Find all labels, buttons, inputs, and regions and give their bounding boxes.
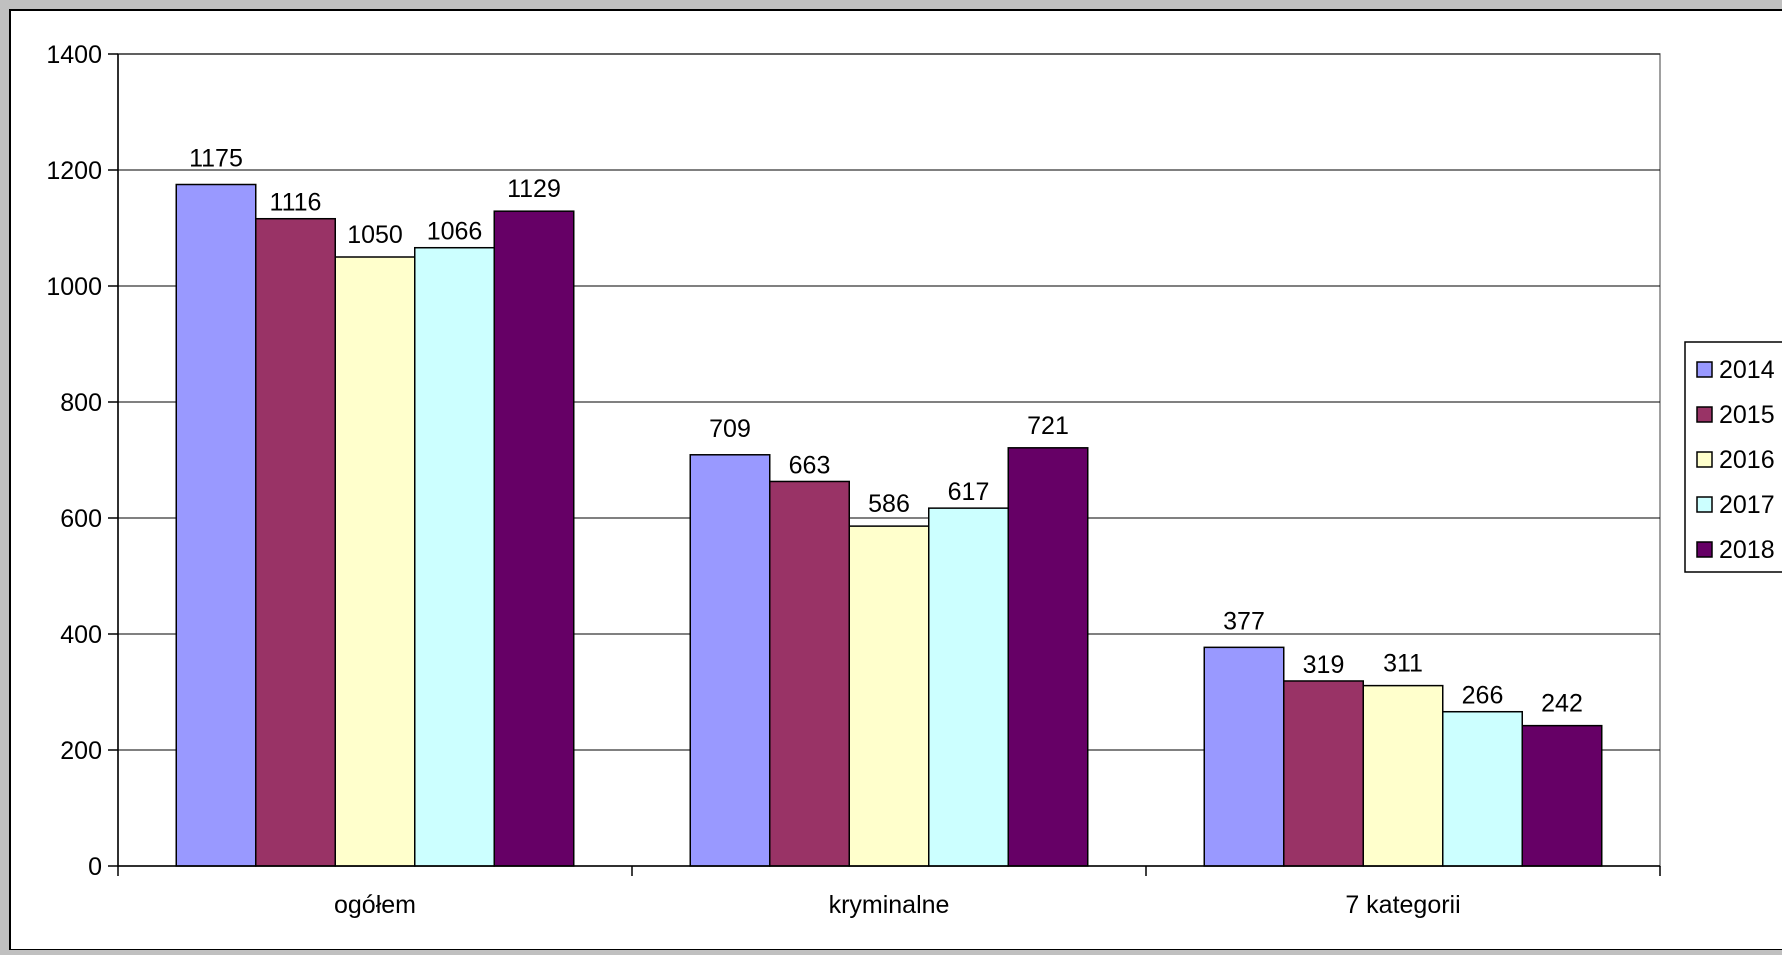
data-label: 586 xyxy=(868,490,910,518)
bar xyxy=(255,217,336,867)
legend-swatch xyxy=(1696,451,1713,468)
legend-swatch xyxy=(1696,361,1713,378)
axes: 0 200 400 600 800 1000 1200 1400 ogółem kryminaln… xyxy=(46,41,1661,919)
y-tick-label: 0 xyxy=(88,853,102,881)
y-tick-label: 1400 xyxy=(46,41,102,69)
legend-entry: 2018 xyxy=(1719,536,1775,564)
bar xyxy=(1442,710,1523,867)
legend-entry: 2017 xyxy=(1719,491,1775,519)
x-category-label: 7 kategorii xyxy=(1345,891,1460,919)
bar xyxy=(1362,684,1444,867)
legend-entry: 2016 xyxy=(1719,446,1775,474)
data-label: 311 xyxy=(1383,650,1423,678)
bar xyxy=(689,454,771,867)
data-label: 1066 xyxy=(427,218,483,246)
data-label: 1116 xyxy=(270,189,322,217)
bar xyxy=(769,480,850,867)
bar xyxy=(1007,447,1089,867)
legend-swatch xyxy=(1696,496,1713,513)
legend-entry: 2014 xyxy=(1719,356,1775,384)
bar xyxy=(1203,646,1285,867)
y-tick-label: 800 xyxy=(60,389,102,417)
bar xyxy=(1283,680,1364,867)
legend-swatch xyxy=(1696,406,1713,423)
data-label: 1050 xyxy=(347,221,403,249)
bar xyxy=(493,210,575,867)
bar xyxy=(414,246,495,867)
y-tick-label: 200 xyxy=(60,737,102,765)
data-label: 1175 xyxy=(189,145,243,173)
bar xyxy=(175,183,257,867)
data-label: 242 xyxy=(1541,690,1583,718)
bar xyxy=(1521,724,1603,867)
bars xyxy=(175,183,1603,867)
x-category-label: ogółem xyxy=(334,891,416,919)
bar xyxy=(848,525,930,867)
data-label: 617 xyxy=(948,478,990,506)
data-label: 319 xyxy=(1303,651,1345,679)
y-tick-label: 400 xyxy=(60,621,102,649)
y-tick-label: 1000 xyxy=(46,273,102,301)
legend-entry: 2015 xyxy=(1719,401,1775,429)
data-label: 709 xyxy=(709,415,751,443)
y-tick-label: 600 xyxy=(60,505,102,533)
data-labels: 1175 1116 1050 1066 1129 709 663 586 617 721 377 31… xyxy=(189,145,1583,718)
legend-swatch xyxy=(1696,541,1713,558)
y-tick-label: 1200 xyxy=(46,157,102,185)
data-label: 1129 xyxy=(507,175,561,203)
data-label: 377 xyxy=(1223,607,1265,635)
data-label: 663 xyxy=(789,451,831,479)
data-label: 266 xyxy=(1462,682,1504,710)
legend: 2014 2015 2016 2017 2018 xyxy=(1684,341,1782,573)
bar xyxy=(928,507,1009,867)
x-category-label: kryminalne xyxy=(829,891,950,919)
data-label: 721 xyxy=(1027,412,1069,440)
bar xyxy=(334,256,416,867)
